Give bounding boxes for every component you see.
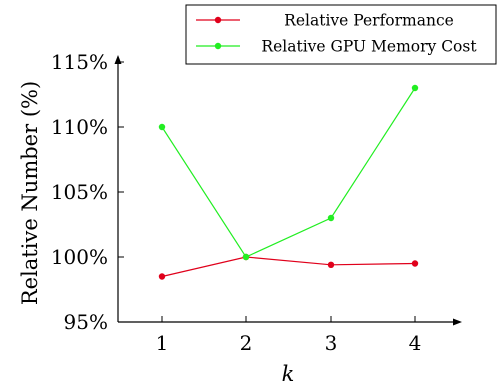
legend-box xyxy=(185,4,497,65)
y-tick-label: 95% xyxy=(64,310,108,334)
y-tick-label: 110% xyxy=(51,115,108,139)
legend: Relative Performance Relative GPU Memory … xyxy=(185,4,497,65)
legend-swatch-marker xyxy=(214,42,222,50)
series-layer xyxy=(158,84,419,280)
y-axis-label: Relative Number (%) xyxy=(18,81,42,305)
y-tick-label: 105% xyxy=(51,180,108,204)
x-tick-label: 4 xyxy=(409,331,422,355)
series-2-point-4 xyxy=(411,84,419,92)
series-2-point-2 xyxy=(242,253,250,261)
y-ticks: 95% 100% 105% 110% 115% xyxy=(51,50,124,334)
y-tick-label: 115% xyxy=(51,50,108,74)
x-ticks: 1 2 3 4 xyxy=(156,316,422,355)
x-tick-label: 2 xyxy=(240,331,253,355)
series-1-point-4 xyxy=(411,260,419,267)
legend-swatch-marker xyxy=(214,16,222,24)
x-tick-label: 1 xyxy=(156,331,169,355)
series-line-2 xyxy=(161,87,416,258)
series-1-point-3 xyxy=(327,261,335,268)
series-2-point-1 xyxy=(158,123,166,131)
series-line-1 xyxy=(161,256,416,278)
x-axis-arrow xyxy=(453,318,462,326)
x-tick-label: 3 xyxy=(325,331,338,355)
y-axis-arrow xyxy=(114,55,122,64)
legend-label: Relative GPU Memory Cost xyxy=(261,38,477,56)
x-axis-label: k xyxy=(282,362,295,386)
y-tick-label: 100% xyxy=(51,245,108,269)
series-1-point-1 xyxy=(158,273,166,280)
legend-label: Relative Performance xyxy=(284,12,454,30)
series-2-point-3 xyxy=(327,214,335,222)
